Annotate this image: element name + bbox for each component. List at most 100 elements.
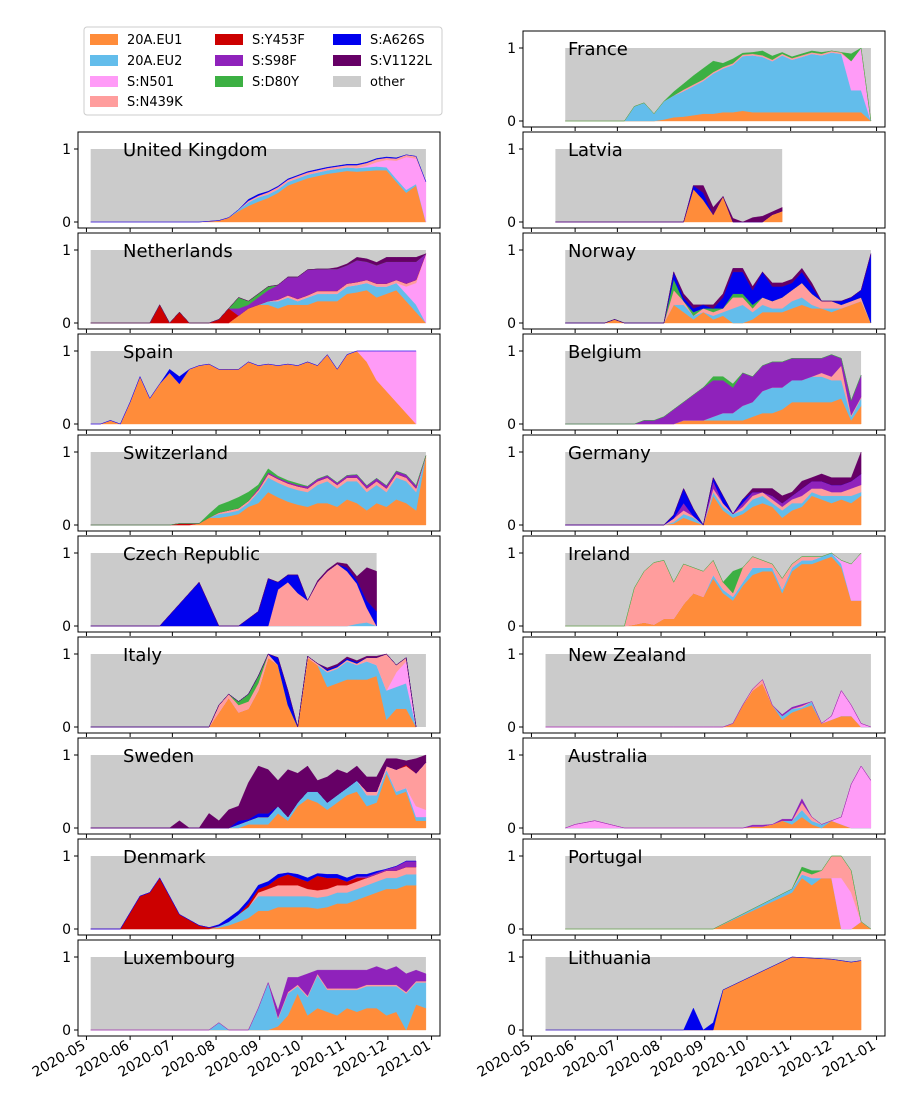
panel-title: Sweden (123, 746, 194, 767)
axes-frame (77, 333, 441, 431)
legend-swatch (215, 34, 243, 45)
y-tick-label: 0 (62, 922, 71, 938)
legend-swatch (90, 55, 118, 66)
series-area-s-d80y (565, 47, 872, 122)
y-tick-label: 0 (62, 215, 71, 231)
y-tick-label: 1 (507, 647, 516, 663)
axes-frame (77, 737, 441, 835)
y-tick-label: 0 (62, 1023, 71, 1039)
series-area-s-v1122l (555, 185, 783, 223)
series-area-s-a626s (545, 956, 862, 1031)
panel-title: United Kingdom (123, 140, 267, 161)
series-area-s-v1122l (90, 754, 427, 829)
axes-frame (522, 232, 886, 330)
y-tick-label: 0 (507, 720, 516, 736)
panel-latvia: 0 1 Latvia (507, 131, 886, 232)
y-tick-label: 1 (507, 748, 516, 764)
y-tick-label: 0 (507, 114, 516, 130)
panel-title: Luxembourg (123, 948, 235, 969)
axes-frame (77, 939, 441, 1037)
y-tick-label: 1 (62, 546, 71, 562)
legend-swatch (215, 55, 243, 66)
axes-frame (522, 131, 886, 229)
y-tick-label: 0 (507, 1023, 516, 1039)
y-tick-label: 0 (507, 215, 516, 231)
panel-italy: 0 1 Italy (62, 636, 441, 737)
panel-title: Switzerland (123, 443, 228, 464)
panel-portugal: 0 1 Portugal (507, 838, 886, 939)
legend-label: S:S98F (252, 54, 297, 69)
panel-title: Germany (568, 443, 651, 464)
legend-label: 20A.EU1 (127, 33, 182, 48)
axes-frame (522, 535, 886, 633)
y-tick-label: 1 (507, 950, 516, 966)
axes-frame (77, 434, 441, 532)
legend-label: S:N439K (127, 95, 183, 110)
panel-title: Lithuania (568, 948, 651, 969)
axes-frame (522, 939, 886, 1037)
y-tick-label: 0 (62, 821, 71, 837)
y-tick-label: 1 (507, 546, 516, 562)
y-tick-label: 1 (62, 748, 71, 764)
y-tick-label: 0 (507, 316, 516, 332)
axes-frame (77, 535, 441, 633)
panel-sweden: 0 1 Sweden (62, 737, 441, 838)
axes-frame (522, 838, 886, 936)
y-tick-label: 1 (507, 849, 516, 865)
y-tick-label: 0 (62, 619, 71, 635)
y-tick-label: 1 (62, 243, 71, 259)
y-tick-label: 1 (62, 647, 71, 663)
series-area-s-v1122l (565, 253, 872, 324)
panel-title: Belgium (568, 342, 642, 363)
legend-swatch (333, 76, 361, 87)
panel-title: Norway (568, 241, 637, 262)
panel-title: France (568, 39, 628, 60)
panel-australia: 0 1 Australia (507, 737, 886, 838)
panel-title: Ireland (568, 544, 630, 565)
panel-title: Netherlands (123, 241, 233, 262)
axes-frame (77, 131, 441, 229)
panel-belgium: 0 1 Belgium (507, 333, 886, 434)
y-tick-label: 0 (62, 518, 71, 534)
panel-norway: 0 1 Norway (507, 232, 886, 333)
y-tick-label: 0 (507, 417, 516, 433)
panel-spain: 0 1 Spain (62, 333, 441, 434)
y-tick-label: 0 (507, 518, 516, 534)
series-area-s-d80y (565, 552, 862, 627)
legend-swatch (215, 76, 243, 87)
axes-frame (77, 636, 441, 734)
other-area (555, 149, 783, 222)
y-tick-label: 0 (62, 316, 71, 332)
y-tick-label: 1 (62, 142, 71, 158)
axes-frame (522, 737, 886, 835)
y-tick-label: 0 (62, 417, 71, 433)
legend-swatch (90, 76, 118, 87)
panel-luxembourg: 01 Luxembourg2020-052020-062020-072020-08… (30, 939, 441, 1081)
legend-label: S:D80Y (252, 75, 299, 90)
series-area-s-s98f (90, 966, 427, 1031)
y-tick-label: 0 (507, 619, 516, 635)
legend-label: S:V1122L (370, 54, 433, 69)
y-tick-label: 1 (62, 950, 71, 966)
axes-frame (522, 333, 886, 431)
y-tick-label: 1 (62, 445, 71, 461)
panel-title: Spain (123, 342, 173, 363)
axes-frame (522, 434, 886, 532)
axes-frame (77, 232, 441, 330)
panel-denmark: 0 1 Denmark (62, 838, 441, 939)
y-tick-label: 1 (507, 142, 516, 158)
panel-title: Australia (568, 746, 648, 767)
panel-united-kingdom: 0 1 United Kingdom (62, 131, 441, 232)
y-tick-label: 0 (507, 922, 516, 938)
y-tick-label: 0 (62, 720, 71, 736)
series-area-s-v1122l (90, 253, 427, 324)
other-area (565, 755, 871, 828)
panel-ireland: 0 1 Ireland (507, 535, 886, 636)
legend: 20A.EU1 20A.EU2 S:N501 S:N439K S:Y453F S:S98F… (83, 26, 443, 116)
panel-switzerland: 0 1 Switzerland (62, 434, 441, 535)
series-area-s-a626s (90, 154, 427, 223)
series-area-s-a626s (90, 350, 417, 425)
axes-frame (522, 636, 886, 734)
y-tick-label: 0 (507, 821, 516, 837)
